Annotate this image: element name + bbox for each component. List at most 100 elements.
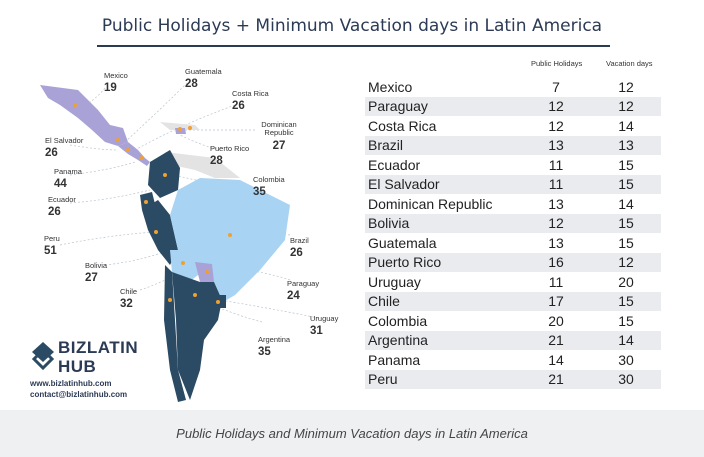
public-holidays-cell: 20 — [548, 312, 564, 329]
table-row: El Salvador 11 15 — [365, 174, 661, 194]
country-cell: Guatemala — [368, 234, 437, 251]
country-cell: El Salvador — [368, 176, 440, 193]
table-row: Dominican Republic 13 14 — [365, 194, 661, 214]
map-label-guatemala: Guatemala 28 — [185, 67, 222, 91]
country-cell: Chile — [368, 293, 400, 310]
table-row: Mexico 7 12 — [365, 77, 661, 97]
country-cell: Colombia — [368, 312, 428, 329]
map-label-paraguay: Paraguay 24 — [287, 279, 320, 303]
map-label-brazil: Brazil 26 — [290, 236, 309, 260]
public-holidays-cell: 16 — [548, 254, 564, 271]
public-holidays-cell: 14 — [548, 351, 564, 368]
vacation-days-cell: 14 — [618, 117, 634, 134]
table-row: Paraguay 12 12 — [365, 96, 661, 116]
country-cell: Mexico — [368, 78, 413, 95]
dominican-shape — [175, 128, 186, 134]
public-holidays-cell: 11 — [548, 156, 564, 173]
argentina-shape — [172, 272, 222, 400]
email-link[interactable]: contact@bizlatinhub.com — [30, 390, 128, 399]
table-row: Panama 14 30 — [365, 350, 661, 370]
public-holidays-cell: 11 — [548, 176, 564, 193]
map-label-panama: Panama 44 — [54, 167, 82, 191]
logo-text-line1: BIZLATIN — [58, 338, 139, 357]
map-label-ecuador: Ecuador 26 — [48, 195, 76, 219]
table-row: Guatemala 13 15 — [365, 233, 661, 253]
vacation-days-cell: 15 — [618, 293, 634, 310]
title-underline — [97, 45, 610, 47]
country-cell: Paraguay — [368, 98, 428, 115]
vacation-days-cell: 15 — [618, 156, 634, 173]
caption-bar — [0, 410, 704, 457]
country-cell: Ecuador — [368, 156, 421, 173]
map-label-mexico: Mexico 19 — [104, 71, 128, 95]
vacation-days-cell: 12 — [618, 78, 634, 95]
vacation-days-cell: 30 — [618, 371, 634, 388]
public-holidays-cell: 12 — [548, 215, 564, 232]
contact-info: www.bizlatinhub.com contact@bizlatinhub.… — [30, 378, 127, 400]
header-public-holidays: Public Holidays — [531, 59, 583, 68]
uruguay-shape — [214, 295, 226, 308]
public-holidays-cell: 21 — [548, 371, 564, 388]
table-row: Bolivia 12 15 — [365, 213, 661, 233]
country-cell: Brazil — [368, 137, 404, 154]
country-cell: Panama — [368, 351, 421, 368]
map-label-dominican-republic: Dominican Republic 27 — [261, 120, 297, 152]
public-holidays-cell: 17 — [548, 293, 564, 310]
bizlatinhub-logo: BIZLATIN HUB — [30, 338, 150, 378]
country-cell: Argentina — [368, 332, 428, 349]
table-row: Puerto Rico 16 12 — [365, 252, 661, 272]
logo-text-line2: HUB — [58, 357, 97, 376]
table-row: Colombia 20 15 — [365, 311, 661, 331]
mexico-shape — [40, 85, 128, 146]
public-holidays-cell: 21 — [548, 332, 564, 349]
table-row: Chile 17 15 — [365, 291, 661, 311]
map-label-colombia: Colombia 35 — [253, 175, 285, 199]
vacation-days-cell: 15 — [618, 312, 634, 329]
country-cell: Bolivia — [368, 215, 410, 232]
vacation-days-cell: 12 — [618, 98, 634, 115]
website-link[interactable]: www.bizlatinhub.com — [30, 379, 112, 388]
vacation-days-cell: 15 — [618, 234, 634, 251]
country-cell: Peru — [368, 371, 398, 388]
vacation-days-cell: 15 — [618, 176, 634, 193]
table-row: Ecuador 11 15 — [365, 155, 661, 175]
country-cell: Dominican Republic — [368, 195, 493, 212]
vacation-days-cell: 14 — [618, 195, 634, 212]
table-row: Argentina 21 14 — [365, 330, 661, 350]
latin-america-map — [40, 79, 319, 402]
map-label-peru: Peru 51 — [44, 234, 60, 258]
vacation-days-cell: 12 — [618, 254, 634, 271]
public-holidays-cell: 11 — [548, 273, 564, 290]
figure-caption: Public Holidays and Minimum Vacation day… — [176, 426, 528, 441]
table-row: Uruguay 11 20 — [365, 272, 661, 292]
country-cell: Puerto Rico — [368, 254, 442, 271]
map-label-el-salvador: El Salvador 26 — [45, 136, 84, 160]
map-label-argentina: Argentina 35 — [258, 335, 291, 359]
table-row: Costa Rica 12 14 — [365, 116, 661, 136]
map-label-costa-rica: Costa Rica 26 — [232, 89, 269, 113]
peru-shape — [142, 200, 178, 265]
infographic-title: Public Holidays + Minimum Vacation days … — [101, 16, 603, 36]
public-holidays-cell: 12 — [548, 117, 564, 134]
public-holidays-cell: 7 — [552, 78, 560, 95]
infographic-card: Public Holidays + Minimum Vacation days … — [30, 16, 661, 402]
vacation-days-cell: 15 — [618, 215, 634, 232]
header-vacation-days: Vacation days — [606, 59, 653, 68]
holidays-table: Mexico 7 12 Paraguay 12 12 Costa Rica 12 14 Brazi… — [365, 77, 661, 389]
table-row: Peru 21 30 — [365, 369, 661, 389]
table-row: Brazil 13 13 — [365, 135, 661, 155]
public-holidays-cell: 13 — [548, 234, 564, 251]
public-holidays-cell: 12 — [548, 98, 564, 115]
country-cell: Costa Rica — [368, 117, 437, 134]
public-holidays-cell: 13 — [548, 137, 564, 154]
map-label-chile: Chile 32 — [120, 287, 138, 311]
paraguay-shape — [195, 262, 214, 282]
public-holidays-cell: 13 — [548, 195, 564, 212]
map-label-uruguay: Uruguay 31 — [310, 314, 339, 338]
vacation-days-cell: 14 — [618, 332, 634, 349]
brazil-shape — [170, 178, 290, 305]
vacation-days-cell: 20 — [618, 273, 634, 290]
north-grey-shape — [165, 152, 240, 178]
map-label-puerto-rico: Puerto Rico 28 — [210, 144, 250, 168]
vacation-days-cell: 13 — [618, 137, 634, 154]
